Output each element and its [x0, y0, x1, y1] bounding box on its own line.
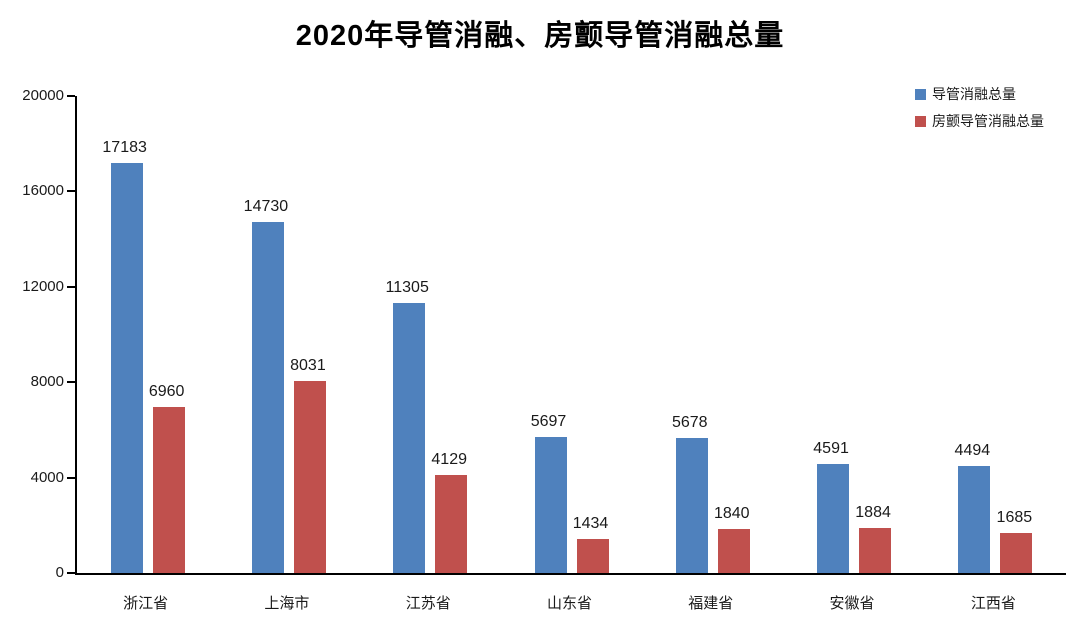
x-axis-label: 江西省 [970, 595, 1016, 612]
x-axis-label: 安徽省 [829, 595, 875, 612]
x-axis-label: 上海市 [264, 595, 310, 612]
y-axis-tick-label: 20000 [22, 87, 64, 104]
y-axis-tick-mark [67, 476, 75, 479]
bar-series2 [152, 407, 185, 573]
bar-value-label: 4494 [954, 442, 991, 459]
y-axis-tick-label: 0 [55, 564, 64, 581]
legend: 导管消融总量 房颤导管消融总量 [915, 87, 1044, 141]
y-axis-tick-label: 12000 [22, 277, 64, 295]
legend-item-series-1: 导管消融总量 [915, 87, 1044, 101]
bar-value-label: 4129 [431, 451, 467, 468]
plot-area [75, 96, 1066, 575]
bar-series1 [251, 222, 284, 573]
bar-series1 [675, 438, 708, 573]
legend-item-series-2: 房颤导管消融总量 [915, 114, 1044, 128]
y-axis-tick-mark [67, 190, 75, 193]
legend-swatch-red-icon [915, 115, 926, 127]
y-axis-tick-mark [67, 285, 75, 288]
y-axis-tick-label: 4000 [30, 468, 64, 486]
bar-value-label: 1685 [996, 509, 1033, 526]
bar-series2 [1000, 533, 1033, 573]
legend-swatch-blue-icon [915, 88, 926, 100]
bar-value-label: 5697 [530, 413, 567, 430]
x-axis-label: 浙江省 [123, 595, 169, 612]
bar-value-label: 5678 [671, 414, 708, 431]
y-axis-tick-label: 8000 [30, 373, 64, 391]
bar-value-label: 14730 [243, 198, 289, 215]
chart-title: 2020年导管消融、房颤导管消融总量 [295, 20, 785, 52]
bar-series1 [110, 163, 143, 573]
x-axis-label: 江苏省 [405, 595, 451, 612]
y-axis-tick-mark [67, 381, 75, 384]
legend-label-series-1: 导管消融总量 [932, 86, 1016, 102]
bar-series1 [817, 464, 850, 573]
x-axis-label: 福建省 [688, 595, 734, 612]
bar-series2 [576, 539, 609, 573]
y-axis-tick-mark [67, 572, 75, 574]
bar-value-label: 4591 [813, 440, 849, 457]
bar-series2 [717, 529, 750, 573]
bar-series1 [958, 466, 991, 573]
bar-value-label: 1884 [855, 504, 891, 521]
y-axis-tick-mark [67, 95, 75, 97]
bar-value-label: 1840 [713, 505, 750, 522]
x-axis-label: 山东省 [546, 595, 592, 612]
bar-series1 [534, 437, 567, 573]
bar-series2 [293, 381, 326, 573]
bar-series2 [435, 475, 468, 573]
bar-value-label: 1434 [572, 515, 609, 532]
bar-series1 [393, 303, 426, 573]
bar-value-label: 11305 [385, 279, 429, 296]
bar-value-label: 6960 [148, 383, 185, 400]
legend-label-series-2: 房颤导管消融总量 [932, 113, 1044, 129]
bar-series2 [859, 528, 892, 573]
bar-value-label: 17183 [102, 139, 147, 156]
y-axis-tick-label: 16000 [22, 182, 64, 200]
bar-value-label: 8031 [290, 357, 326, 374]
